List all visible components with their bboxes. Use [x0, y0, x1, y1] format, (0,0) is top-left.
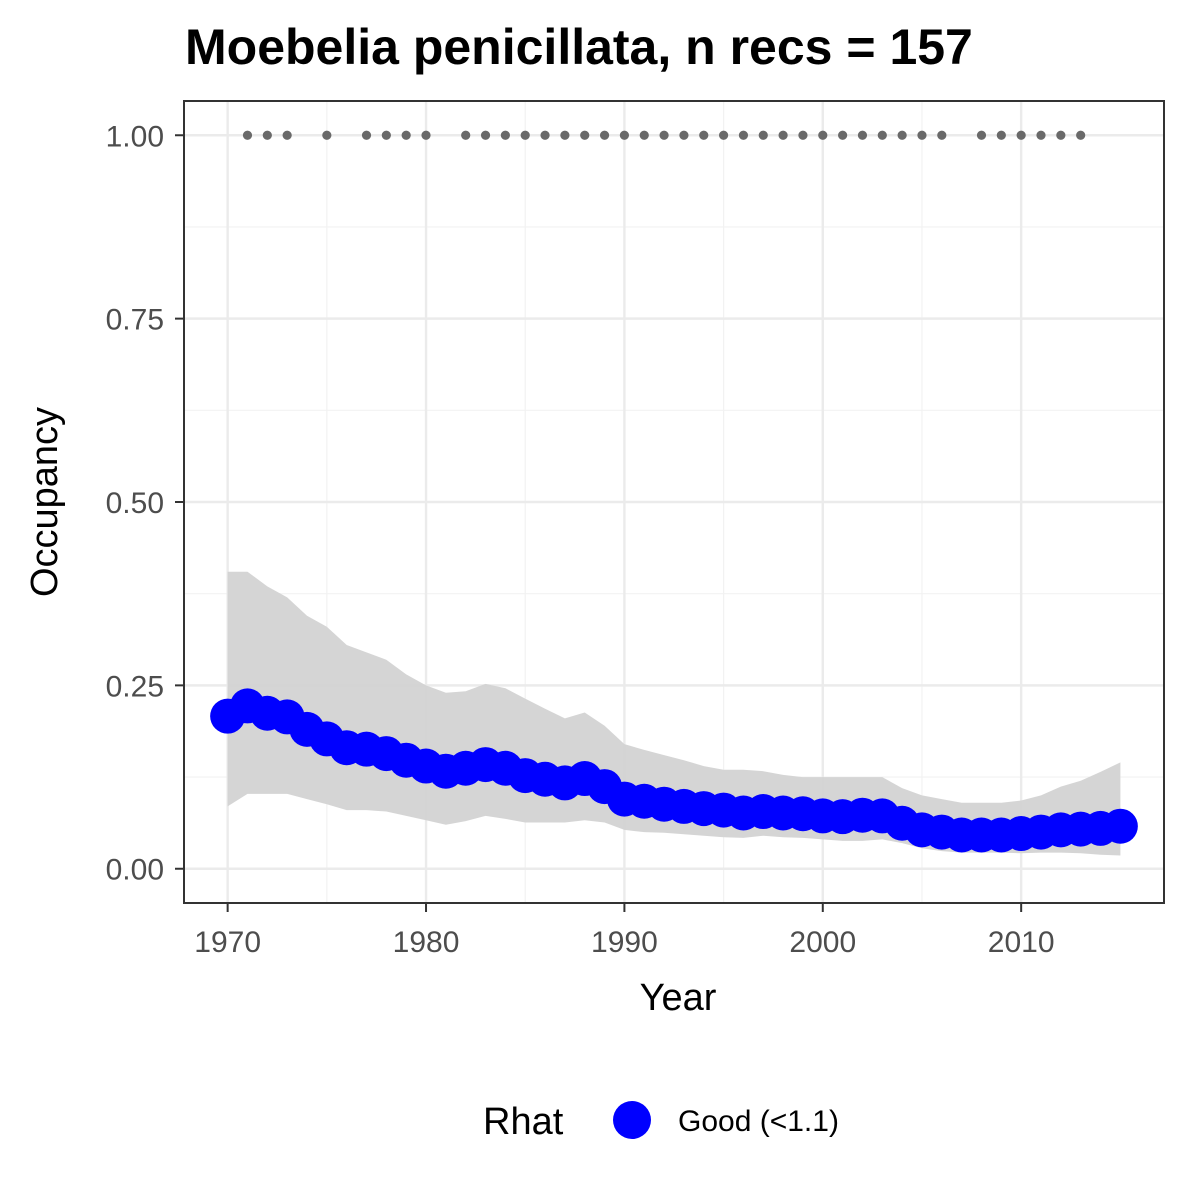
y-tick-label: 1.00	[106, 120, 164, 153]
legend-label-good: Good (<1.1)	[678, 1105, 839, 1138]
record-point	[560, 130, 570, 140]
x-axis-title: Year	[640, 977, 717, 1019]
chart-title: Moebelia penicillata, n recs = 157	[185, 19, 973, 75]
x-tick-label: 2000	[789, 926, 856, 959]
occupancy-point	[1102, 808, 1138, 844]
y-tick-label: 0.75	[106, 304, 164, 337]
record-point	[480, 130, 491, 140]
y-axis: 0.00 0.25 0.50 0.75 1.00	[106, 120, 184, 887]
record-point	[361, 130, 372, 140]
record-point	[619, 130, 630, 140]
record-point	[937, 130, 947, 140]
record-point	[659, 130, 669, 140]
legend-key-good	[613, 1101, 651, 1139]
record-point	[540, 130, 550, 140]
record-point	[699, 130, 709, 140]
record-point	[1016, 130, 1026, 140]
legend-title: Rhat	[483, 1101, 564, 1143]
record-point	[897, 130, 907, 140]
x-tick-label: 1970	[194, 926, 261, 959]
record-point	[838, 130, 848, 140]
y-tick-label: 0.25	[106, 670, 164, 703]
record-point	[401, 130, 411, 140]
record-point	[1076, 130, 1086, 140]
record-point	[718, 130, 729, 140]
record-point	[282, 130, 292, 140]
record-point	[877, 130, 887, 140]
record-point	[798, 130, 808, 140]
record-point	[758, 130, 768, 140]
record-point	[322, 130, 332, 140]
x-tick-label: 2010	[988, 926, 1055, 959]
record-point	[500, 130, 510, 140]
record-point	[738, 130, 749, 140]
record-point	[639, 130, 649, 140]
record-point	[857, 130, 868, 140]
x-tick-label: 1980	[393, 926, 460, 959]
record-point	[679, 130, 689, 140]
record-point	[520, 130, 530, 140]
record-point	[996, 130, 1006, 140]
record-point	[1036, 130, 1046, 140]
record-point	[778, 130, 788, 140]
record-point	[818, 130, 828, 140]
record-point	[580, 130, 590, 140]
record-point	[461, 130, 471, 140]
x-axis: 1970 1980 1990 2000 2010	[194, 903, 1055, 959]
record-point	[421, 130, 431, 140]
record-point	[262, 130, 272, 140]
record-point	[1056, 130, 1066, 140]
record-point	[381, 130, 391, 140]
y-tick-label: 0.50	[106, 487, 164, 520]
record-point	[917, 130, 927, 140]
occupancy-series-layer	[210, 688, 1138, 853]
record-points-layer	[242, 130, 1086, 140]
y-tick-label: 0.00	[106, 854, 164, 887]
record-point	[599, 130, 610, 140]
record-point	[976, 130, 987, 140]
x-tick-label: 1990	[591, 926, 658, 959]
y-axis-title: Occupancy	[24, 407, 66, 597]
legend: Rhat Good (<1.1)	[483, 1101, 839, 1143]
record-point	[242, 130, 253, 140]
